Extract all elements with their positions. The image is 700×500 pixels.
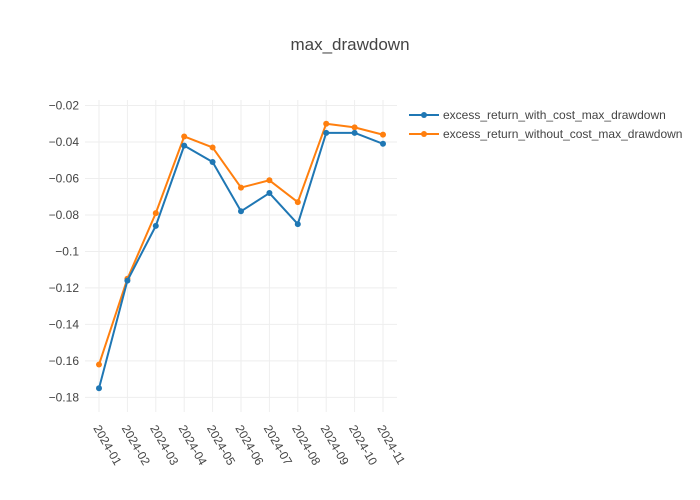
y-tick-label: −0.16	[49, 354, 80, 368]
data-point	[152, 222, 159, 229]
data-point	[209, 159, 216, 166]
series-layer	[96, 120, 386, 392]
grid	[85, 100, 397, 412]
x-axis: 2024-012024-022024-032024-042024-052024-…	[90, 423, 408, 468]
data-point	[323, 129, 330, 136]
legend-marker	[421, 112, 427, 118]
data-point	[124, 277, 131, 284]
data-point	[323, 120, 330, 127]
data-point	[238, 208, 244, 215]
data-point	[351, 124, 358, 131]
data-point	[380, 131, 386, 138]
y-tick-label: −0.02	[49, 98, 80, 112]
y-tick-label: −0.14	[49, 317, 80, 331]
data-point	[294, 221, 301, 228]
legend-label: excess_return_without_cost_max_drawdown	[443, 127, 682, 141]
data-point	[181, 133, 188, 140]
y-axis: −0.02 −0.04 −0.06 −0.08 −0.1 −0.12 −0.14 −0.16 −…	[49, 98, 80, 404]
data-point	[152, 210, 159, 217]
y-tick-label: −0.1	[55, 244, 79, 258]
y-tick-label: −0.06	[49, 171, 80, 185]
data-point	[351, 129, 358, 136]
series-2	[96, 120, 386, 368]
y-tick-label: −0.04	[49, 135, 80, 149]
data-point	[181, 142, 188, 149]
legend-marker	[421, 131, 427, 137]
data-point	[96, 385, 102, 392]
data-point	[294, 199, 301, 206]
legend-item[interactable]: excess_return_with_cost_max_drawdown	[409, 108, 666, 122]
data-point	[96, 361, 102, 368]
chart-title: max_drawdown	[290, 35, 409, 54]
y-tick-label: −0.18	[49, 390, 80, 404]
data-point	[238, 184, 244, 191]
y-tick-label: −0.08	[49, 208, 80, 222]
legend: excess_return_with_cost_max_drawdownexce…	[409, 108, 682, 141]
data-point	[266, 190, 273, 197]
series-1	[96, 129, 386, 392]
legend-item[interactable]: excess_return_without_cost_max_drawdown	[409, 127, 682, 141]
data-point	[380, 140, 386, 147]
y-tick-label: −0.12	[49, 281, 80, 295]
data-point	[266, 177, 273, 184]
legend-label: excess_return_with_cost_max_drawdown	[443, 108, 666, 122]
data-point	[209, 144, 216, 151]
